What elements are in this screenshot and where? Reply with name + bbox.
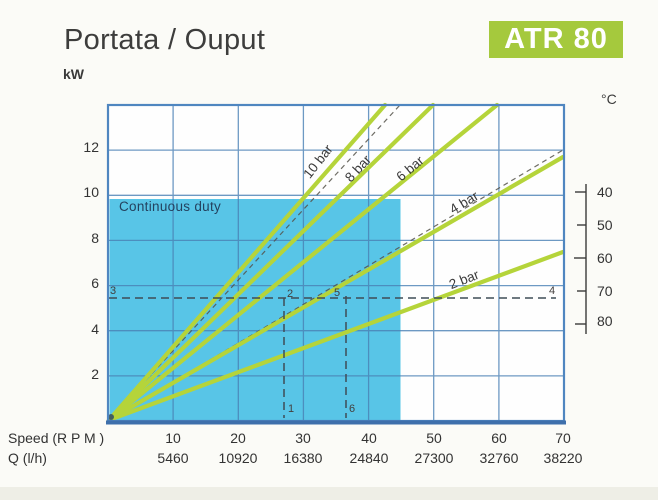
marker-4: 4 (549, 285, 556, 297)
footer-strip (0, 487, 658, 500)
marker-5: 5 (334, 287, 341, 299)
y-tick-12: 12 (83, 139, 99, 155)
x-tick-speed-40: 40 (361, 430, 377, 446)
marker-3: 3 (110, 285, 117, 297)
x-tick-flow-24840: 24840 (349, 450, 389, 466)
y-tick-4: 4 (91, 321, 99, 337)
temp-tick-40: 40 (597, 184, 613, 200)
temp-tick-60: 60 (597, 250, 613, 266)
x-axis-flow-label: Q (l/h) (8, 450, 47, 466)
x-tick-flow-27300: 27300 (414, 450, 454, 466)
x-tick-flow-38220: 38220 (543, 450, 583, 466)
x-axis-speed-label: Speed (R P M ) (8, 430, 105, 446)
temp-tick-50: 50 (597, 217, 613, 233)
x-tick-speed-50: 50 (426, 430, 442, 446)
origin-point (108, 414, 114, 420)
temp-tick-80: 80 (597, 313, 613, 329)
page-title: Portata / Ouput (64, 24, 266, 56)
y-tick-6: 6 (91, 275, 99, 291)
line-2bar (106, 249, 566, 423)
x-tick-speed-30: 30 (295, 430, 311, 446)
dashed-underlay-lines (108, 104, 564, 421)
pressure-lines (106, 102, 566, 423)
line-4bar (106, 154, 566, 423)
line-10bar (106, 102, 388, 423)
y-tick-10: 10 (83, 184, 99, 200)
x-tick-speed-60: 60 (491, 430, 507, 446)
line-6bar (106, 102, 500, 423)
continuous-duty-label: Continuous duty (119, 199, 222, 214)
x-tick-speed-20: 20 (230, 430, 246, 446)
temperature-axis (574, 184, 587, 334)
temp-tick-70: 70 (597, 283, 613, 299)
x-tick-flow-10920: 10920 (218, 450, 258, 466)
marker-2: 2 (287, 288, 294, 300)
x-tick-flow-16380: 16380 (283, 450, 323, 466)
y-tick-8: 8 (91, 230, 99, 246)
x-tick-speed-10: 10 (165, 430, 181, 446)
marker-1: 1 (288, 403, 295, 415)
y-axis-unit-label: kW (63, 66, 84, 82)
line-8bar (106, 102, 436, 423)
x-tick-flow-5460: 5460 (157, 450, 189, 466)
x-tick-flow-32760: 32760 (479, 450, 519, 466)
x-tick-speed-70: 70 (555, 430, 571, 446)
reference-dashed-lines (109, 296, 556, 418)
y-tick-2: 2 (91, 366, 99, 382)
dashed-underlay-4bar (108, 149, 564, 421)
marker-6: 6 (349, 403, 356, 415)
model-badge: ATR 80 (489, 21, 623, 58)
right-axis-unit-label: °C (601, 91, 617, 107)
continuous-duty-region (109, 199, 401, 420)
